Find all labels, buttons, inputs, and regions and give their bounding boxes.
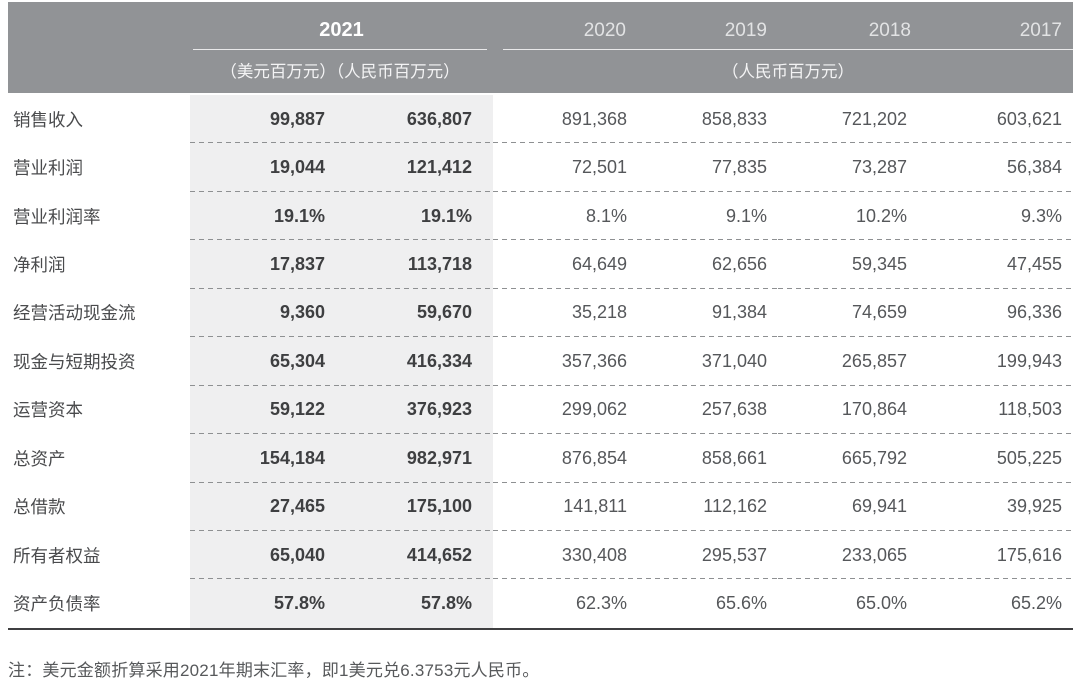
usd-2021-cell: 154,184 bbox=[190, 434, 341, 483]
cell-2017: 118,503 bbox=[922, 385, 1073, 435]
year-header-2021: 2021 bbox=[319, 19, 364, 41]
cell-2018: 170,864 bbox=[778, 385, 922, 435]
cell-2018: 73,287 bbox=[778, 143, 922, 192]
rmb-2021-cell: 175,100 bbox=[341, 482, 493, 531]
exchange-rate-footnote: 注：美元金额折算采用2021年期末汇率，即1美元兑6.3753元人民币。 bbox=[8, 660, 540, 680]
financial-highlights-table: 2021 2020 2019 2018 2017 （美元百万元）（人民币百万元）… bbox=[8, 2, 1073, 681]
row-label: 营业利润 bbox=[13, 158, 83, 179]
cell-2017: 9.3% bbox=[922, 191, 1073, 241]
usd-2021-cell: 99,887 bbox=[190, 95, 341, 144]
usd-2021-cell: 9,360 bbox=[190, 288, 341, 338]
cell-2020: 72,501 bbox=[493, 143, 637, 192]
cell-2020: 35,218 bbox=[493, 288, 637, 338]
cell-2017: 603,621 bbox=[922, 95, 1073, 144]
cell-2018: 233,065 bbox=[778, 530, 922, 580]
usd-2021-cell: 17,837 bbox=[190, 240, 341, 289]
row-label: 所有者权益 bbox=[13, 545, 101, 566]
rmb-2021-cell: 416,334 bbox=[341, 337, 493, 386]
table-row-owners-equity: 所有者权益 65,040 414,652 330,408 295,537 233… bbox=[8, 530, 1073, 580]
cell-2017: 96,336 bbox=[922, 288, 1073, 338]
table-body: 销售收入 99,887 636,807 891,368 858,833 721,… bbox=[8, 95, 1073, 630]
cell-2019: 858,833 bbox=[637, 95, 778, 144]
table-row-cash-short-term-investments: 现金与短期投资 65,304 416,334 357,366 371,040 2… bbox=[8, 337, 1073, 386]
cell-2019: 65.6% bbox=[715, 593, 767, 614]
table-row-liability-ratio: 资产负债率 57.8% 57.8% 62.3% 65.6% 65.0% 65.2… bbox=[8, 579, 1073, 628]
usd-2021-cell: 59,122 bbox=[190, 385, 341, 435]
cell-2018: 59,345 bbox=[778, 240, 922, 289]
cell-2019: 295,537 bbox=[637, 530, 778, 580]
cell-2017: 175,616 bbox=[922, 530, 1073, 580]
cell-2020: 299,062 bbox=[493, 385, 637, 435]
row-label: 净利润 bbox=[13, 255, 66, 276]
usd-2021-cell: 19.1% bbox=[190, 191, 341, 241]
cell-2020: 64,649 bbox=[493, 240, 637, 289]
cell-2018: 65.0% bbox=[855, 593, 907, 614]
cell-2020: 357,366 bbox=[493, 337, 637, 386]
cell-2019: 77,835 bbox=[637, 143, 778, 192]
cell-2020: 8.1% bbox=[493, 191, 637, 241]
rmb-2021-cell: 636,807 bbox=[341, 95, 493, 144]
row-label: 现金与短期投资 bbox=[13, 351, 136, 372]
year-header-2020: 2020 bbox=[583, 20, 626, 41]
rmb-2021-cell: 121,412 bbox=[341, 143, 493, 192]
table-row-total-borrowings: 总借款 27,465 175,100 141,811 112,162 69,94… bbox=[8, 482, 1073, 531]
table-row-net-profit: 净利润 17,837 113,718 64,649 62,656 59,345 … bbox=[8, 240, 1073, 289]
table-row-operating-margin: 营业利润率 19.1% 19.1% 8.1% 9.1% 10.2% 9.3% bbox=[8, 191, 1073, 241]
year-header-2019: 2019 bbox=[724, 20, 767, 41]
table-header-band: 2021 2020 2019 2018 2017 （美元百万元）（人民币百万元）… bbox=[8, 2, 1073, 93]
usd-2021-cell: 65,304 bbox=[190, 337, 341, 386]
rmb-2021-cell: 982,971 bbox=[341, 434, 493, 483]
cell-2018: 665,792 bbox=[778, 434, 922, 483]
cell-2019: 91,384 bbox=[637, 288, 778, 338]
usd-2021-cell: 19,044 bbox=[190, 143, 341, 192]
rmb-2021-cell: 414,652 bbox=[341, 530, 493, 580]
cell-2019: 858,661 bbox=[637, 434, 778, 483]
row-label: 运营资本 bbox=[13, 400, 83, 421]
table-row-operating-cash-flow: 经营活动现金流 9,360 59,670 35,218 91,384 74,65… bbox=[8, 288, 1073, 338]
cell-2017: 505,225 bbox=[922, 434, 1073, 483]
usd-2021-cell: 27,465 bbox=[190, 482, 341, 531]
table-row-operating-profit: 营业利润 19,044 121,412 72,501 77,835 73,287… bbox=[8, 143, 1073, 192]
cell-2018: 721,202 bbox=[778, 95, 922, 144]
year-header-2017: 2017 bbox=[1019, 20, 1062, 41]
cell-2019: 257,638 bbox=[637, 385, 778, 435]
row-label: 销售收入 bbox=[13, 109, 83, 130]
rmb-2021-cell: 19.1% bbox=[341, 191, 493, 241]
rmb-2021-cell: 59,670 bbox=[341, 288, 493, 338]
table-row-revenue: 销售收入 99,887 636,807 891,368 858,833 721,… bbox=[8, 95, 1073, 144]
cell-2017: 56,384 bbox=[922, 143, 1073, 192]
cell-2019: 9.1% bbox=[637, 191, 778, 241]
cell-2017: 65.2% bbox=[1010, 593, 1062, 614]
row-label: 经营活动现金流 bbox=[13, 303, 136, 324]
rmb-2021-cell: 57.8% bbox=[341, 579, 493, 628]
cell-2020: 891,368 bbox=[493, 95, 637, 144]
cell-2018: 69,941 bbox=[778, 482, 922, 531]
usd-2021-cell: 65,040 bbox=[190, 530, 341, 580]
cell-2019: 112,162 bbox=[637, 482, 778, 531]
year-header-2018: 2018 bbox=[868, 20, 911, 41]
cell-2020: 62.3% bbox=[575, 593, 627, 614]
cell-2019: 62,656 bbox=[637, 240, 778, 289]
cell-2020: 876,854 bbox=[493, 434, 637, 483]
row-label: 总资产 bbox=[13, 448, 66, 469]
usd-2021-cell: 57.8% bbox=[190, 579, 341, 628]
row-label: 营业利润率 bbox=[13, 206, 101, 227]
cell-2020: 330,408 bbox=[493, 530, 637, 580]
unit-label-rmb: （人民币百万元） bbox=[503, 49, 1073, 93]
row-label: 资产负债率 bbox=[13, 594, 101, 615]
cell-2018: 265,857 bbox=[778, 337, 922, 386]
cell-2018: 10.2% bbox=[778, 191, 922, 241]
unit-label-usd-rmb: （美元百万元）（人民币百万元） bbox=[193, 49, 487, 93]
cell-2019: 371,040 bbox=[637, 337, 778, 386]
cell-2017: 39,925 bbox=[922, 482, 1073, 531]
rmb-2021-cell: 376,923 bbox=[341, 385, 493, 435]
table-row-total-assets: 总资产 154,184 982,971 876,854 858,661 665,… bbox=[8, 434, 1073, 483]
rmb-2021-cell: 113,718 bbox=[341, 240, 493, 289]
cell-2020: 141,811 bbox=[493, 482, 637, 531]
cell-2017: 47,455 bbox=[922, 240, 1073, 289]
cell-2017: 199,943 bbox=[922, 337, 1073, 386]
table-row-working-capital: 运营资本 59,122 376,923 299,062 257,638 170,… bbox=[8, 385, 1073, 435]
row-label: 总借款 bbox=[13, 497, 66, 518]
cell-2018: 74,659 bbox=[778, 288, 922, 338]
